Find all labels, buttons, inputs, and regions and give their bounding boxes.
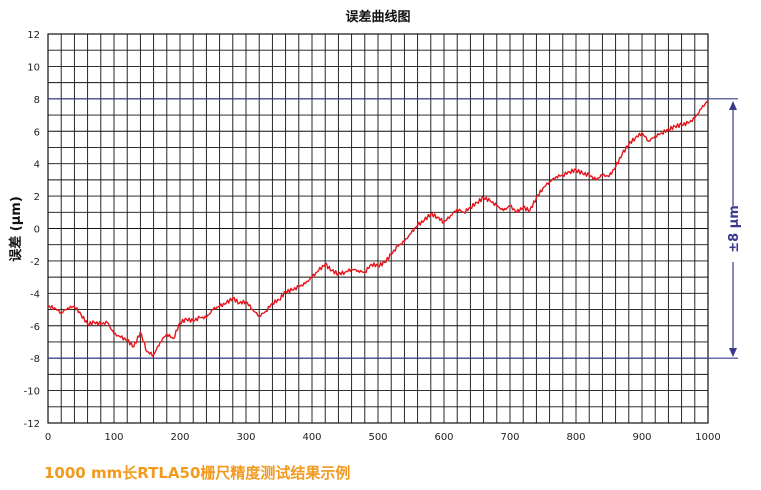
range-arrow-head-down <box>729 348 737 357</box>
y-tick-label: 8 <box>34 95 40 106</box>
range-arrow-head-up <box>729 101 737 110</box>
figure-caption: 1000 mm长RTLA50栅尺精度测试结果示例 <box>44 464 351 482</box>
y-tick-label: -6 <box>30 322 40 333</box>
plot-frame <box>47 33 709 424</box>
x-tick-label: 400 <box>302 432 321 443</box>
x-tick-label: 100 <box>104 432 123 443</box>
x-tick-label: 700 <box>500 432 519 443</box>
x-tick-label: 800 <box>566 432 585 443</box>
x-tick-label: 600 <box>434 432 453 443</box>
y-tick-label: 10 <box>27 62 40 73</box>
x-tick-label: 500 <box>368 432 387 443</box>
y-tick-label: 6 <box>34 127 40 138</box>
x-tick-label: 300 <box>236 432 255 443</box>
chart-title: 误差曲线图 <box>345 9 410 25</box>
y-tick-label: -10 <box>24 387 40 398</box>
x-tick-label: 0 <box>45 432 51 443</box>
range-annotation: ±8 µm <box>719 101 747 357</box>
range-annotation-label: ±8 µm <box>727 205 742 253</box>
error-series-line <box>47 100 709 357</box>
reference-lines <box>48 98 738 359</box>
x-tick-labels: 0 100 200 300 400 500 600 700 800 900 1000 <box>45 432 721 443</box>
y-tick-label: -12 <box>24 419 40 430</box>
y-tick-label: 2 <box>34 192 40 203</box>
y-tick-label: -2 <box>30 257 40 268</box>
y-tick-label: -4 <box>30 289 40 300</box>
x-tick-label: 900 <box>632 432 651 443</box>
y-tick-label: 12 <box>27 30 40 41</box>
y-tick-labels: 12 10 8 6 4 2 0 -2 -4 -6 -8 -10 -12 <box>24 30 40 430</box>
y-tick-label: -8 <box>30 354 40 365</box>
y-axis-label: 误差 (µm) <box>8 196 24 262</box>
grid <box>47 33 709 424</box>
x-tick-label: 200 <box>170 432 189 443</box>
y-tick-label: 0 <box>34 225 40 236</box>
y-tick-label: 4 <box>34 160 40 171</box>
x-tick-label: 1000 <box>695 432 720 443</box>
